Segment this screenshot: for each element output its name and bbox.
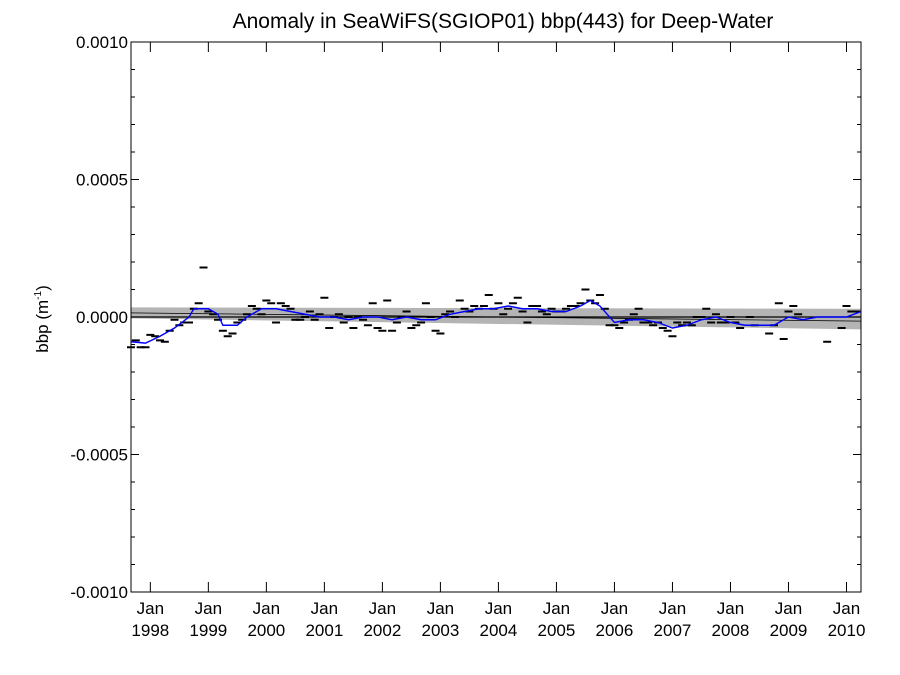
x-tick-label-year: 2006	[596, 621, 634, 640]
x-tick-label-year: 2007	[654, 621, 692, 640]
y-tick-label: 0.0005	[76, 171, 128, 190]
x-tick-label-month: Jan	[775, 599, 802, 618]
x-tick-label-year: 2009	[770, 621, 808, 640]
y-axis-label-base: bbp (m	[33, 300, 52, 353]
confidence-band-layer	[131, 307, 861, 330]
smoothed-series-line	[130, 299, 862, 344]
x-tick-label-month: Jan	[137, 599, 164, 618]
x-axis-ticks: Jan 1998 Jan 1999 Jan 2000 Jan 2001 Jan 2002 Jan 20…	[131, 42, 865, 640]
x-tick-label-year: 2004	[480, 621, 518, 640]
x-tick-label-year: 1998	[131, 621, 169, 640]
y-tick-label: -0.0010	[70, 583, 128, 602]
x-tick-label-year: 1999	[189, 621, 227, 640]
x-tick-label-month: Jan	[195, 599, 222, 618]
x-tick-label-month: Jan	[427, 599, 454, 618]
y-axis-ticks: -0.0010 -0.0005 0.0000 0.0005 0.0010	[70, 33, 861, 602]
y-tick-label: -0.0005	[70, 446, 128, 465]
x-tick-label-month: Jan	[485, 599, 512, 618]
chart-title: Anomaly in SeaWiFS(SGIOP01) bbp(443) for…	[233, 10, 774, 33]
x-tick-label-month: Jan	[543, 599, 570, 618]
monthly-anomaly-markers	[127, 266, 861, 349]
y-axis-label-close: )	[33, 285, 52, 291]
y-tick-label: 0.0000	[76, 308, 128, 327]
x-tick-label-year: 2000	[247, 621, 285, 640]
x-tick-label-year: 2008	[712, 621, 750, 640]
x-tick-label-year: 2003	[421, 621, 459, 640]
x-tick-label-year: 2005	[538, 621, 576, 640]
smoothed-series-layer	[130, 299, 862, 344]
x-tick-label-year: 2002	[363, 621, 401, 640]
x-tick-label-month: Jan	[253, 599, 280, 618]
y-axis-label: bbp (m-1)	[33, 285, 52, 353]
confidence-band	[131, 307, 861, 330]
y-tick-label: 0.0010	[76, 33, 128, 52]
x-tick-label-year: 2001	[305, 621, 343, 640]
x-tick-label-year: 2010	[828, 621, 866, 640]
x-tick-label-month: Jan	[369, 599, 396, 618]
x-tick-label-month: Jan	[833, 599, 860, 618]
x-tick-label-month: Jan	[659, 599, 686, 618]
x-tick-label-month: Jan	[717, 599, 744, 618]
y-axis-label-superscript: -1	[33, 290, 44, 299]
x-tick-label-month: Jan	[311, 599, 338, 618]
x-tick-label-month: Jan	[601, 599, 628, 618]
